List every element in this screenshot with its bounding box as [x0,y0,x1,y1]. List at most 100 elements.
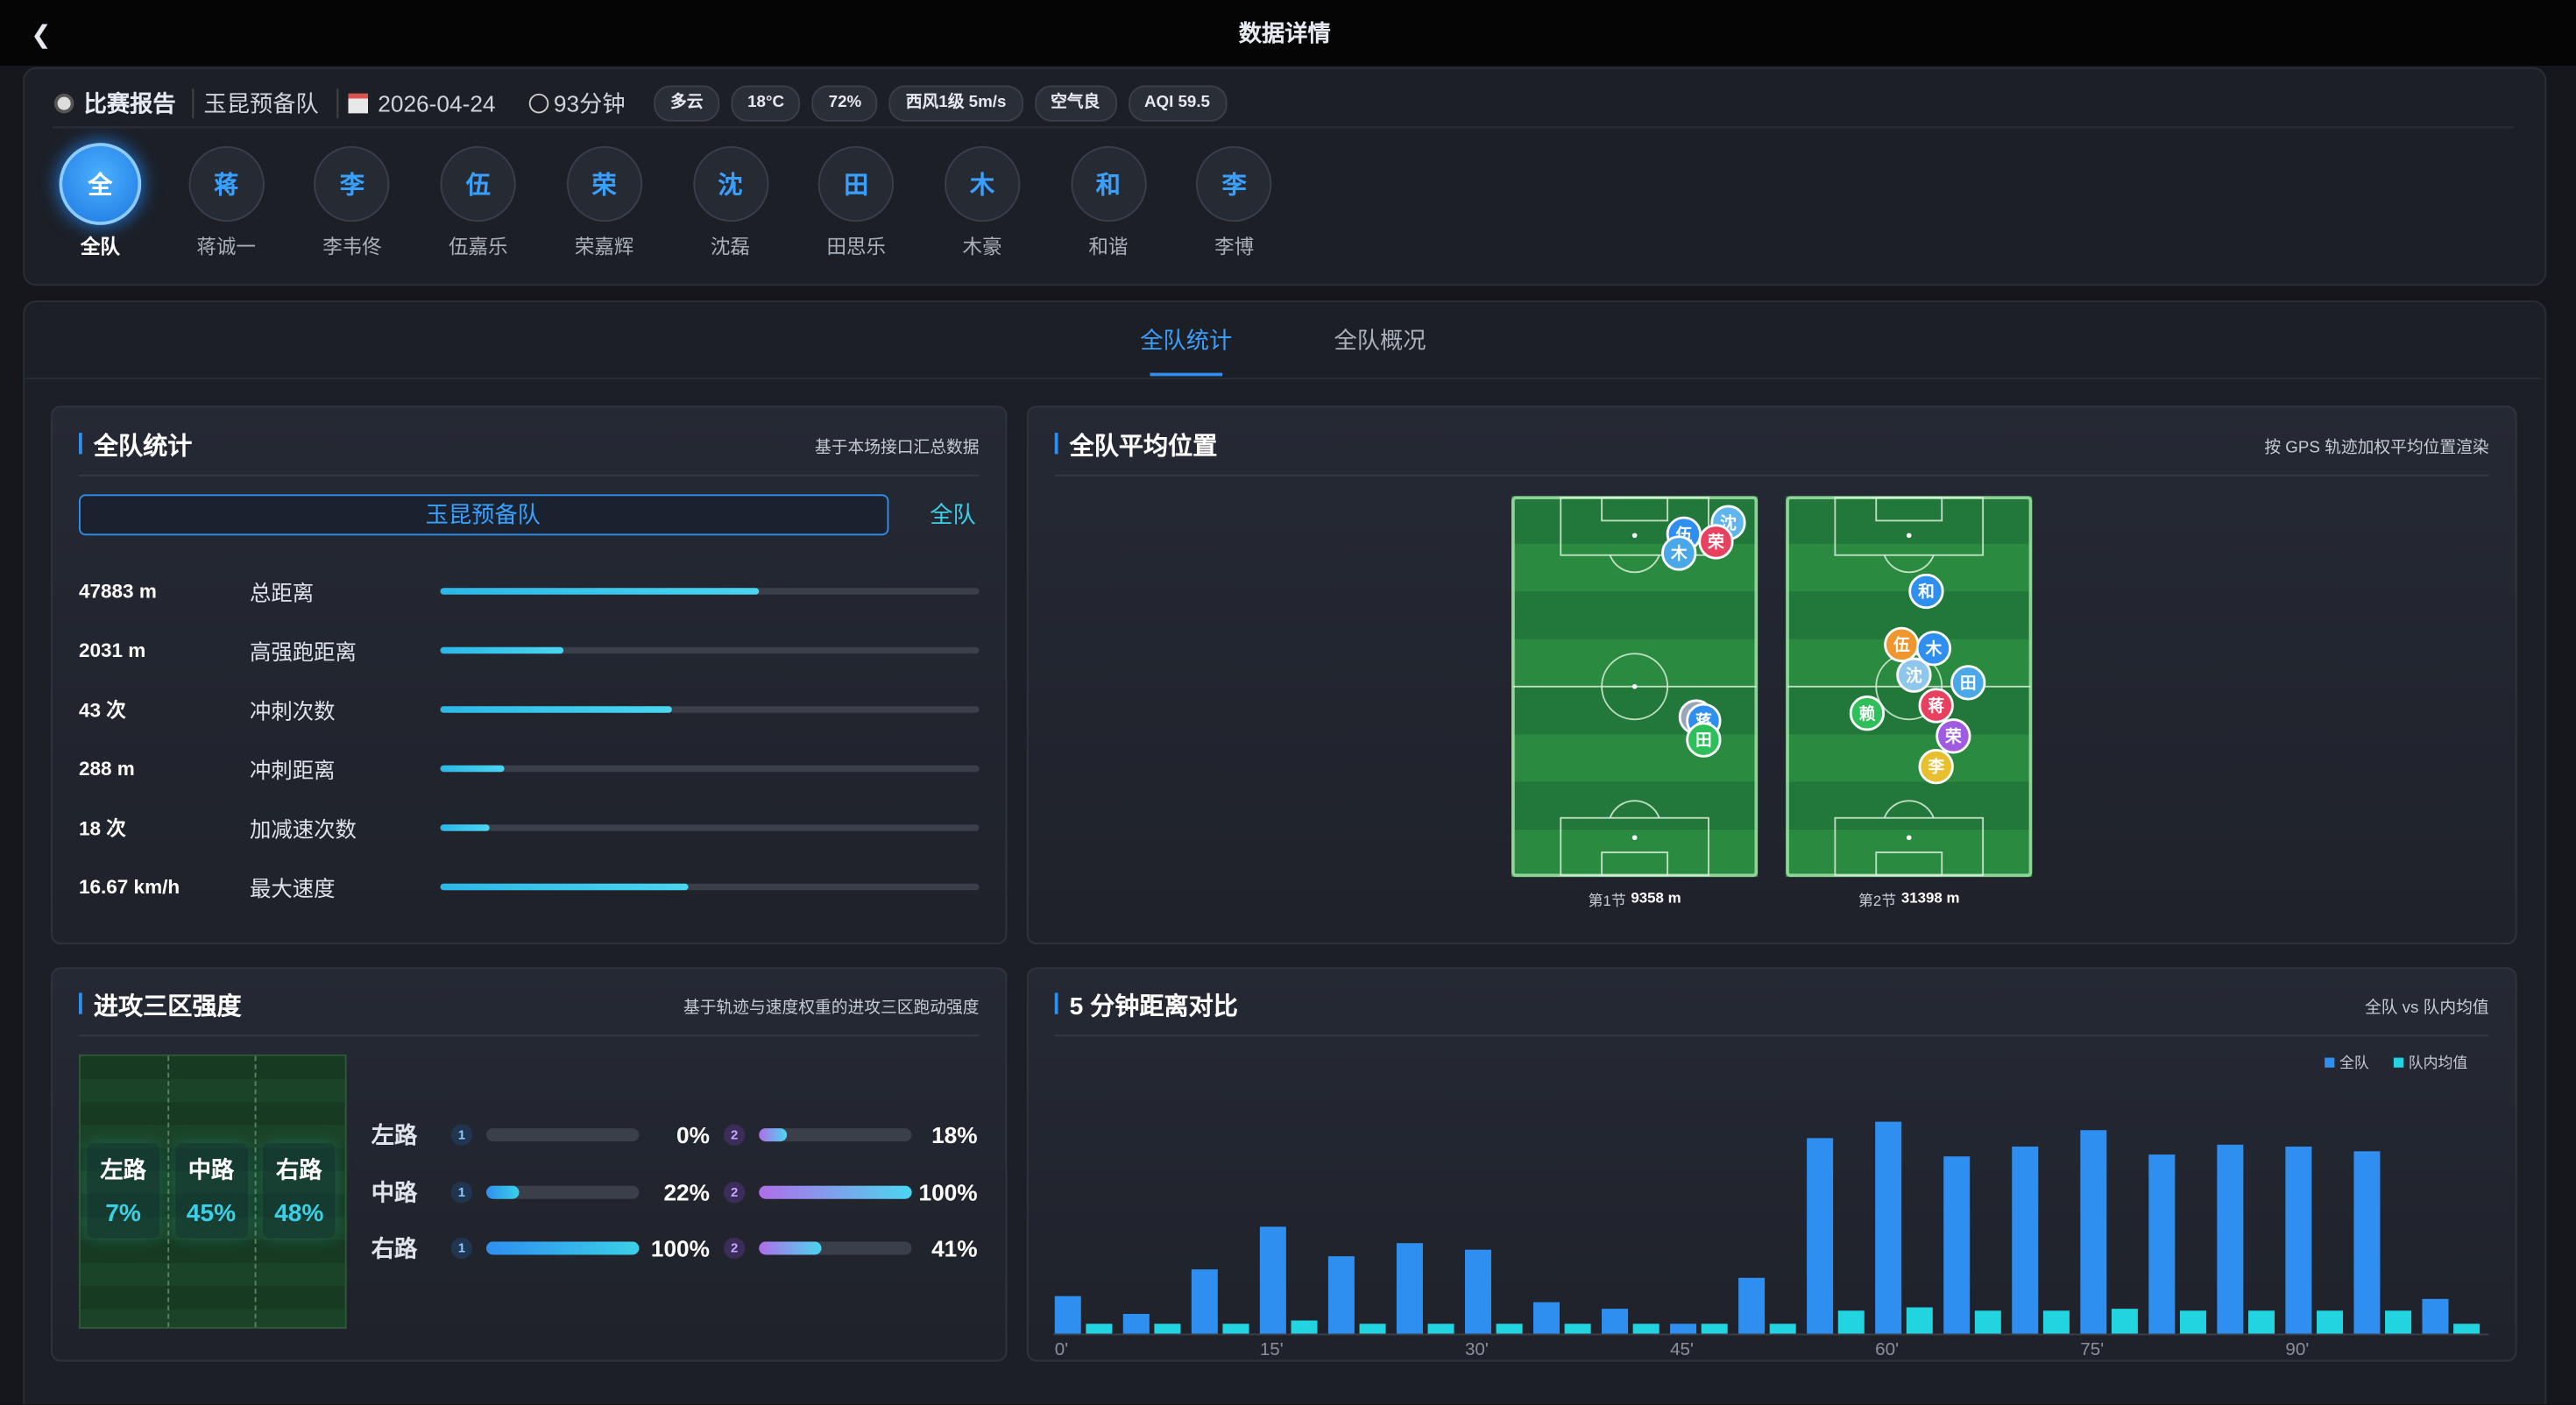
bar [1906,1307,1933,1334]
pitch-stripe [1511,686,1759,735]
player-dot [1918,688,1954,724]
stat-value: 18 次 [79,816,126,841]
zone-share: 7% [105,1199,141,1228]
player-avatar-text: 全 [88,171,113,200]
zone-bar [486,1241,640,1255]
back-button[interactable]: ❮ [31,21,52,50]
zone-pct: 22% [663,1178,710,1205]
player-dot [1950,665,1986,701]
zone-tag [723,1124,746,1146]
match-team: 玉昆预备队 [203,90,319,117]
separator [192,88,195,118]
bar [2080,1130,2107,1334]
player-avatar[interactable] [1070,145,1146,222]
bar [1359,1324,1386,1334]
bar [1464,1249,1491,1334]
bar [2042,1310,2070,1334]
panel-title: 全队平均位置 [1054,427,1217,462]
player-avatar[interactable] [944,145,1021,222]
stat-value: 47883 m [79,579,157,604]
panel-note: 基于本场接口汇总数据 [815,439,980,458]
bar [1974,1310,2001,1334]
x-tick-label: 15' [1260,1339,1284,1359]
positions-panel [1026,406,2517,945]
bar [1533,1302,1560,1334]
match-title: 比赛报告 [83,90,176,117]
player-avatar-text: 李 [339,171,365,200]
zone-track [486,1184,640,1198]
stats-panel [51,406,1008,945]
zone-tag-text: 1 [457,1240,466,1256]
player-dot [1661,535,1697,571]
legend-label: 全队 [2339,1055,2369,1071]
divider [79,474,980,477]
bar [1291,1320,1318,1334]
bar [2217,1144,2244,1334]
player-avatar[interactable] [818,145,895,222]
zone-tag [723,1237,746,1260]
legend-swatch [2393,1057,2404,1068]
panel-title: 全队统计 [78,427,192,462]
player-dot [1686,722,1722,758]
stat-fill [440,765,506,773]
bar [2385,1310,2412,1334]
divider [1054,474,2489,477]
player-avatar[interactable] [314,145,391,222]
zone-share: 48% [274,1199,324,1228]
match-duration: 93分钟 [553,90,626,117]
chart-title: 5 分钟距离对比 [1054,988,1238,1022]
player-avatar[interactable] [440,145,516,222]
period: 第1节 [1588,893,1626,909]
pitch-caption: 第1节 9358 m [1589,889,1681,910]
team-select[interactable] [79,494,889,536]
zone-tag [450,1237,473,1260]
x-tick-label: 0' [1055,1339,1068,1359]
stat-value: 16.67 km/h [79,875,180,899]
goal-box [1601,497,1669,522]
zone-bar [759,1241,822,1255]
player-avatar[interactable] [188,145,265,222]
stat-label: 冲刺次数 [250,698,336,724]
weather-chip: 72% [811,85,878,122]
penalty-spot [1906,835,1912,841]
player-dot-label: 荣 [1707,532,1724,551]
bar [2012,1146,2039,1334]
bar [1632,1324,1660,1334]
tab[interactable]: 全队统计 [1140,327,1233,354]
weather-chip: 18°C [731,85,801,122]
player-avatar[interactable] [566,145,642,222]
tab[interactable]: 全队概况 [1334,327,1426,354]
zone-tag-text: 1 [457,1127,466,1143]
stat-label: 加减速次数 [250,816,357,842]
x-tick-label: 75' [2080,1339,2104,1359]
pitch-stripe [1786,734,2033,782]
divider [79,1034,980,1037]
player-avatar-text: 李 [1221,171,1247,200]
period-distance: 31398 m [1900,889,1960,907]
player-avatar[interactable] [59,143,142,225]
panel-note: 按 GPS 轨迹加权平均位置渲染 [2264,439,2489,458]
player-avatar-text: 田 [844,171,869,200]
player-avatar[interactable] [692,145,768,222]
player-name: 蒋诚一 [196,236,256,259]
bar [1327,1256,1355,1334]
stat-track [440,765,980,773]
stat-track [440,824,980,831]
chart-subtitle: 全队 vs 队内均值 [2364,999,2489,1018]
panel-note: 基于轨迹与速度权重的进攻三区跑动强度 [683,999,980,1018]
weather-chips: 多云 18°C 72% 西风1级 5m/s 空气良 AQI 59.5 [654,85,1238,122]
zone-share: 45% [186,1199,237,1228]
tab-underline [1150,372,1222,377]
divider [53,126,2514,129]
match-icon [53,93,74,114]
bar [1564,1324,1591,1334]
scope-link[interactable]: 全队 [930,500,976,527]
zone-tag-text: 2 [730,1127,739,1143]
bar [1154,1324,1181,1334]
zone-tag [450,1124,473,1146]
player-avatar[interactable] [1196,145,1272,222]
player-avatar-text: 木 [969,171,995,200]
penalty-spot [1631,835,1638,841]
player-dot-label: 沈 [1906,665,1922,684]
penalty-arc [1609,800,1660,819]
